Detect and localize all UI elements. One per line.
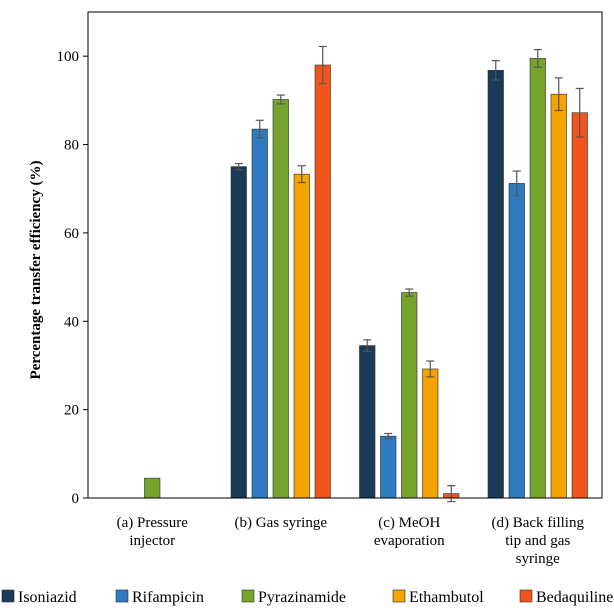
y-tick-label: 0	[72, 491, 80, 507]
legend-label-rifampicin: Rifampicin	[132, 589, 204, 606]
legend-label-bedaquiline: Bedaquiline	[536, 589, 613, 606]
bar-ethambutol	[293, 173, 310, 499]
y-tick-label: 100	[57, 49, 80, 65]
bar-rifampicin	[508, 183, 525, 499]
x-category-label: (b) Gas syringe	[235, 515, 328, 531]
y-tick-label: 20	[64, 403, 79, 419]
axes: 0 20 40 60 80 100 (a) Pressure injector (b) Gas …	[57, 11, 603, 567]
legend: Isoniazid Rifampicin Pyrazinamide Ethambuto…	[1, 589, 613, 606]
x-category-label: tip and gas	[505, 533, 570, 549]
y-tick-label: 40	[64, 314, 79, 330]
y-tick-label: 80	[64, 138, 79, 154]
legend-swatch-pyrazinamide	[241, 589, 255, 603]
legend-label-ethambutol: Ethambutol	[409, 589, 484, 606]
y-tick-label: 60	[64, 226, 79, 242]
bar-pyrazinamide	[401, 292, 418, 499]
legend-swatch-bedaquiline	[519, 589, 533, 603]
plot-area	[144, 45, 588, 503]
bar-ethambutol	[550, 93, 567, 499]
bar-bedaquiline	[571, 112, 588, 499]
legend-swatch-ethambutol	[392, 589, 406, 603]
bar-isoniazid	[230, 166, 247, 499]
x-category-label: (a) Pressure	[117, 515, 189, 531]
bar-ethambutol	[422, 368, 439, 499]
bar-isoniazid	[359, 345, 376, 499]
bar-pyrazinamide	[144, 477, 161, 499]
bar-rifampicin	[251, 128, 268, 499]
bar-isoniazid	[487, 70, 504, 499]
x-category-label: injector	[129, 533, 175, 549]
x-category-label: evaporation	[374, 533, 445, 549]
bar-rifampicin	[380, 435, 397, 499]
bar-bedaquiline	[314, 64, 331, 499]
legend-swatch-isoniazid	[1, 589, 15, 603]
x-category-label: (c) MeOH	[378, 515, 440, 531]
legend-label-isoniazid: Isoniazid	[18, 589, 77, 606]
plot-frame	[87, 11, 603, 499]
legend-swatch-rifampicin	[115, 589, 129, 603]
y-axis-label: Percentage transfer efficiency (%)	[28, 161, 44, 380]
legend-label-pyrazinamide: Pyrazinamide	[258, 589, 346, 606]
x-category-label: (d) Back filling	[492, 515, 585, 531]
bar-pyrazinamide	[272, 99, 289, 499]
x-category-label: syringe	[516, 551, 561, 567]
bar-pyrazinamide	[529, 58, 546, 499]
